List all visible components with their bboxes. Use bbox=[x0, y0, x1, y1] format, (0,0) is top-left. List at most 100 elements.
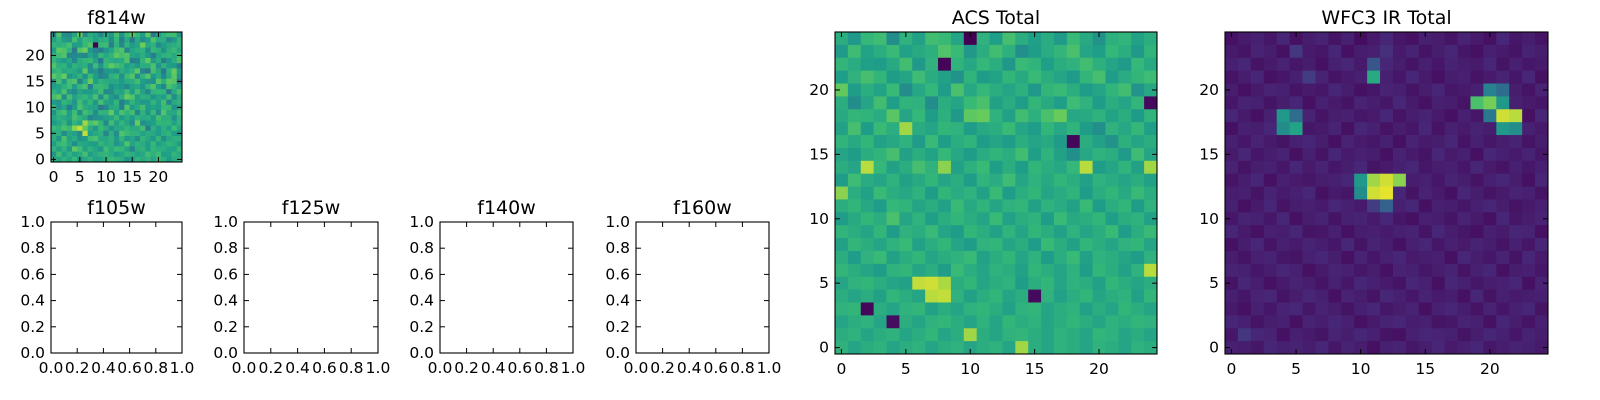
heatmap-cell bbox=[1315, 57, 1329, 72]
x-tick-label: 20 bbox=[1480, 360, 1500, 378]
heatmap-cell bbox=[82, 146, 89, 152]
heatmap-cell bbox=[950, 225, 965, 239]
heatmap-cell bbox=[1509, 289, 1523, 303]
heatmap-cell bbox=[912, 263, 926, 278]
heatmap-cell bbox=[1028, 44, 1042, 59]
heatmap-cell bbox=[1392, 225, 1407, 239]
heatmap-cell bbox=[1392, 186, 1407, 200]
heatmap-cell bbox=[92, 141, 99, 147]
heatmap-cell bbox=[61, 156, 68, 163]
heatmap-cell bbox=[1118, 341, 1132, 355]
heatmap-cell bbox=[925, 225, 939, 239]
heatmap-cell bbox=[950, 70, 965, 84]
y-tick-label: 0.2 bbox=[20, 318, 45, 336]
heatmap-cell bbox=[1535, 238, 1549, 252]
heatmap-cell bbox=[161, 84, 167, 90]
x-tick-label: 10 bbox=[96, 168, 116, 186]
heatmap-cell bbox=[1405, 160, 1420, 175]
heatmap-cell bbox=[134, 99, 141, 106]
heatmap-cell bbox=[1315, 212, 1329, 226]
heatmap-cell bbox=[1053, 289, 1068, 303]
heatmap-cell bbox=[119, 73, 125, 80]
heatmap-cell bbox=[82, 47, 89, 54]
heatmap-cell bbox=[1431, 83, 1446, 97]
heatmap-cell bbox=[860, 122, 875, 136]
heatmap-cell bbox=[1225, 160, 1239, 175]
heatmap-cell bbox=[129, 68, 136, 74]
heatmap-cell bbox=[113, 37, 120, 43]
heatmap-cell bbox=[1405, 341, 1420, 355]
heatmap-cell bbox=[103, 52, 110, 59]
heatmap-cell bbox=[1131, 135, 1145, 149]
heatmap-cell bbox=[1328, 276, 1342, 290]
heatmap-cell bbox=[1418, 147, 1433, 162]
heatmap-cell bbox=[912, 328, 926, 342]
heatmap-cell bbox=[108, 84, 115, 90]
heatmap-cell bbox=[1105, 263, 1119, 278]
heatmap-cell bbox=[161, 73, 167, 80]
heatmap-cell bbox=[847, 276, 862, 290]
heatmap-cell bbox=[1470, 263, 1484, 278]
heatmap-cell bbox=[1444, 173, 1458, 187]
heatmap-cell bbox=[1066, 44, 1081, 59]
heatmap-cell bbox=[1250, 250, 1265, 265]
heatmap-cell bbox=[989, 83, 1003, 97]
heatmap-cell bbox=[1405, 186, 1420, 200]
heatmap-cell bbox=[1041, 263, 1055, 278]
heatmap-cell bbox=[1418, 341, 1433, 355]
heatmap-cell bbox=[1470, 135, 1484, 149]
heatmap-cell bbox=[1028, 122, 1042, 136]
heatmap-cell bbox=[1144, 147, 1158, 162]
heatmap-cell bbox=[56, 120, 62, 126]
heatmap-cell bbox=[1066, 70, 1081, 84]
heatmap-cell bbox=[1144, 212, 1158, 226]
heatmap-cell bbox=[886, 289, 900, 303]
heatmap-cell bbox=[912, 160, 926, 175]
heatmap-cell bbox=[166, 146, 172, 152]
heatmap-cell bbox=[66, 99, 73, 106]
heatmap-cell bbox=[1118, 315, 1132, 329]
heatmap-cell bbox=[1522, 199, 1536, 213]
heatmap-cell bbox=[129, 99, 136, 106]
heatmap-cell bbox=[1392, 173, 1407, 187]
heatmap-cell bbox=[51, 58, 57, 64]
heatmap-cell bbox=[950, 289, 965, 303]
heatmap-cell bbox=[989, 44, 1003, 59]
heatmap-cell bbox=[171, 146, 178, 152]
heatmap-cell bbox=[860, 57, 875, 72]
heatmap-cell bbox=[1131, 122, 1145, 136]
y-tick-label: 1.0 bbox=[605, 213, 630, 231]
heatmap-cell bbox=[1144, 44, 1158, 59]
heatmap-cell bbox=[1276, 315, 1290, 329]
heatmap-cell bbox=[171, 125, 178, 132]
heatmap-cell bbox=[56, 156, 62, 163]
heatmap-cell bbox=[1496, 160, 1510, 175]
heatmap-cell bbox=[71, 78, 78, 85]
heatmap-cell bbox=[140, 130, 146, 137]
heatmap-cell bbox=[1225, 302, 1239, 316]
heatmap-cell bbox=[134, 63, 141, 69]
heatmap-cell bbox=[77, 130, 83, 137]
heatmap-cell bbox=[860, 109, 875, 123]
heatmap-cell bbox=[950, 83, 965, 97]
heatmap-cell bbox=[1470, 32, 1484, 46]
heatmap-cell bbox=[161, 110, 167, 116]
heatmap-cell bbox=[87, 104, 94, 111]
heatmap-cell bbox=[963, 315, 978, 329]
heatmap-cell bbox=[1250, 238, 1265, 252]
heatmap-cell bbox=[1237, 44, 1252, 59]
heatmap-cell bbox=[1509, 263, 1523, 278]
heatmap-cell bbox=[134, 78, 141, 85]
heatmap-cell bbox=[129, 115, 136, 121]
heatmap-cell bbox=[1276, 70, 1290, 84]
heatmap-cell bbox=[92, 89, 99, 95]
heatmap-cell bbox=[899, 57, 913, 72]
heatmap-cell bbox=[1341, 173, 1355, 187]
heatmap-cell bbox=[976, 160, 990, 175]
heatmap-cell bbox=[873, 109, 887, 123]
heatmap-cell bbox=[899, 96, 913, 110]
heatmap-cell bbox=[912, 32, 926, 46]
heatmap-cell bbox=[1144, 135, 1158, 149]
heatmap-cell bbox=[145, 32, 151, 38]
heatmap-cell bbox=[860, 32, 875, 46]
